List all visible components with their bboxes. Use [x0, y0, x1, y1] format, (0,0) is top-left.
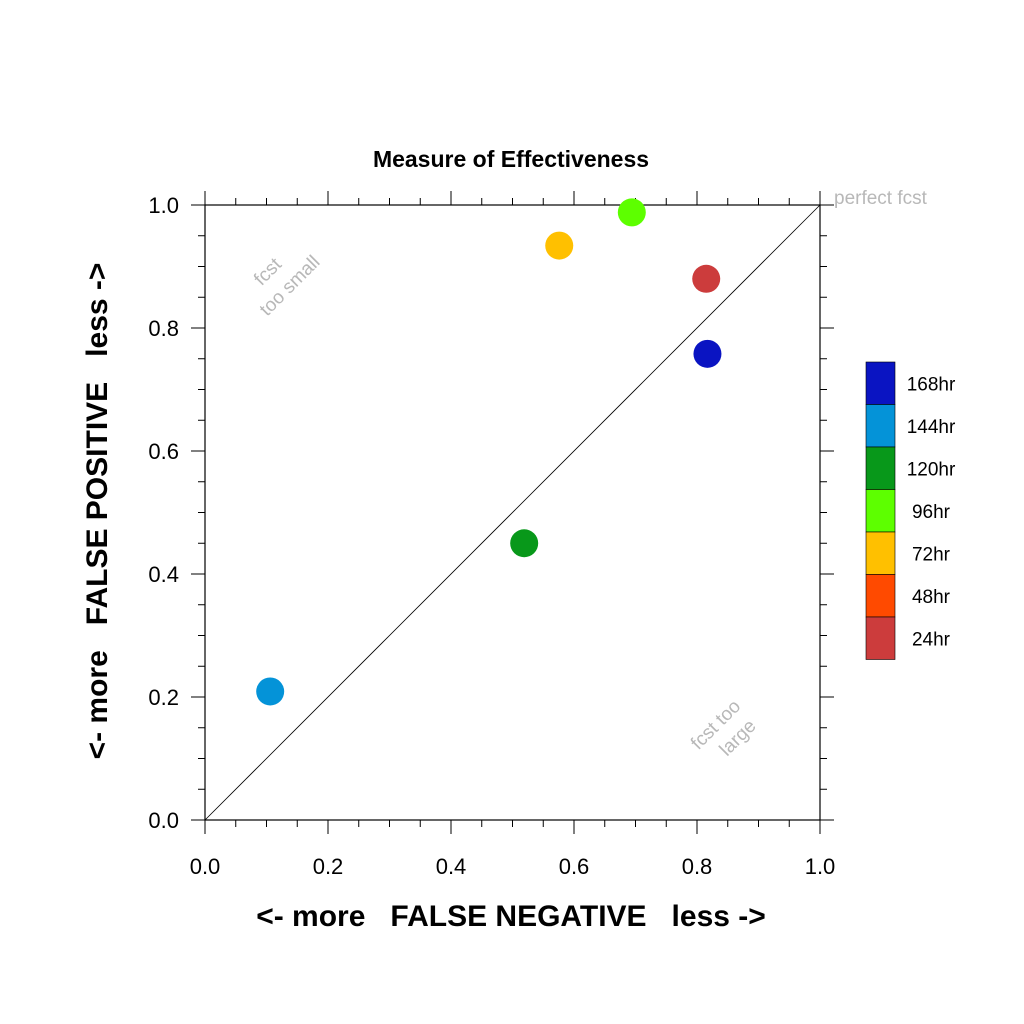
point-144hr — [256, 677, 285, 706]
legend-label-168hr: 168hr — [907, 374, 956, 395]
point-24hr — [692, 264, 721, 293]
y-axis-title: <- more FALSE POSITIVE less -> — [81, 263, 114, 760]
y-tick-label: 1.0 — [148, 193, 179, 218]
y-tick-label: 0.4 — [148, 562, 179, 587]
point-168hr — [693, 339, 722, 368]
y-tick-label: 0.6 — [148, 439, 179, 464]
chart-title: Measure of Effectiveness — [373, 146, 649, 172]
y-tick-label: 0.2 — [148, 685, 179, 710]
legend-swatch-96hr — [865, 489, 896, 533]
diagonal-line — [204, 204, 821, 821]
legend-swatch-144hr — [865, 404, 896, 448]
x-tick-label: 0.4 — [436, 854, 467, 879]
axis-ticks: 0.0 0.0 0.2 0.2 0.4 0.4 0.6 0.6 0.8 0.8 1.0 1.0 — [148, 191, 835, 879]
diagonal-reference — [204, 204, 821, 821]
legend-swatch-168hr — [865, 361, 896, 405]
x-tick-label: 0.0 — [190, 854, 221, 879]
y-tick-label: 0.8 — [148, 316, 179, 341]
legend-label-120hr: 120hr — [907, 459, 956, 480]
legend-label-96hr: 96hr — [912, 502, 951, 523]
point-72hr — [545, 231, 574, 260]
point-96hr — [617, 198, 646, 227]
x-tick-label: 0.6 — [559, 854, 590, 879]
legend-swatch-72hr — [865, 531, 896, 575]
x-axis-title: <- more FALSE NEGATIVE less -> — [256, 900, 766, 933]
legend-swatch-48hr — [865, 574, 896, 618]
legend-label-144hr: 144hr — [907, 417, 956, 438]
legend-label-72hr: 72hr — [912, 544, 951, 565]
legend-label-24hr: 24hr — [912, 629, 951, 650]
x-tick-label: 0.8 — [682, 854, 713, 879]
perfect-fcst-label: perfect fcst — [834, 188, 928, 209]
y-tick-label: 0.0 — [148, 808, 179, 833]
legend-label-48hr: 48hr — [912, 587, 951, 608]
x-tick-label: 0.2 — [313, 854, 344, 879]
legend-swatch-120hr — [865, 446, 896, 490]
point-120hr — [510, 529, 539, 558]
data-points — [256, 198, 722, 706]
legend-swatch-24hr — [865, 616, 896, 660]
x-tick-label: 1.0 — [805, 854, 836, 879]
legend: 168hr 144hr 120hr 96hr 72hr 48hr 24hr — [865, 361, 956, 660]
